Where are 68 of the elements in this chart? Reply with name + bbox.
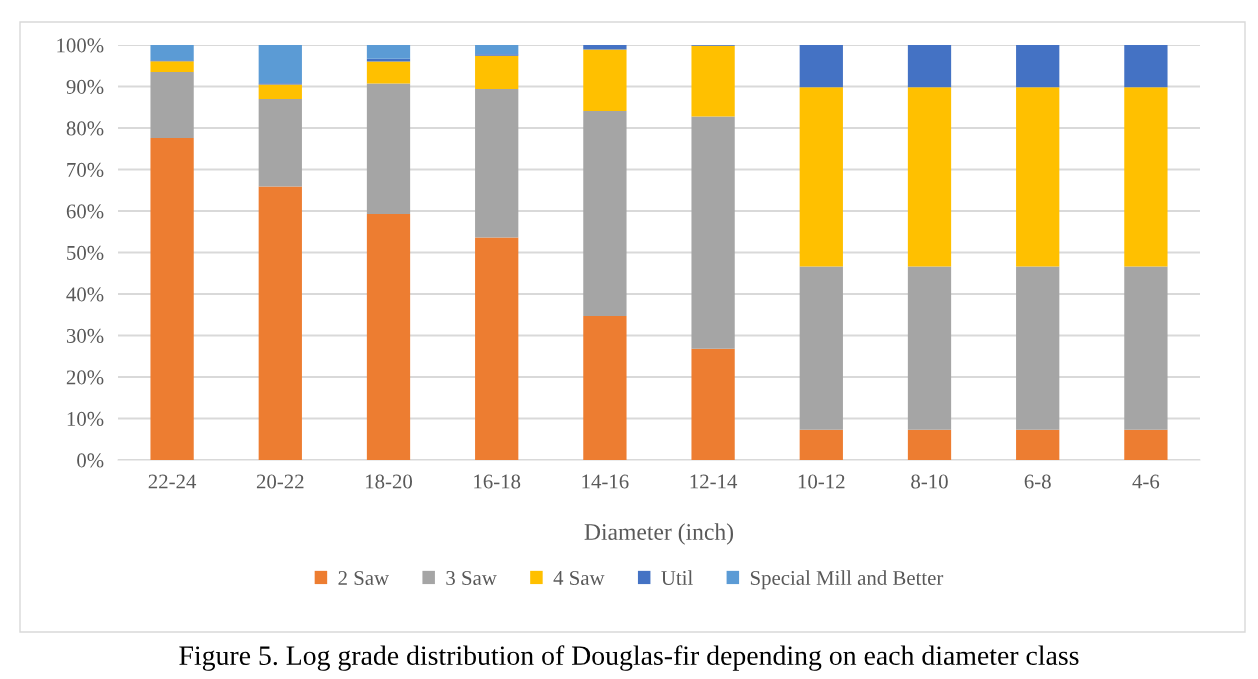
bar [583, 49, 627, 111]
caption: Figure 5. Log grade distribution of Douglas-fir depending on each diameter class [179, 645, 1079, 671]
bar [1016, 45, 1060, 88]
y-tick-label: 30% [66, 328, 104, 343]
x-tick-label: 8-10 [911, 474, 948, 489]
bar [150, 61, 194, 72]
bar [1124, 429, 1168, 460]
bar [1016, 266, 1060, 430]
bar [1016, 87, 1060, 267]
x-tick-label: 4-6 [1132, 474, 1160, 489]
bar [799, 429, 843, 460]
bar [1124, 266, 1168, 430]
bar [583, 110, 627, 316]
bar [366, 58, 411, 62]
bar [691, 348, 735, 460]
y-tick-label: 20% [66, 370, 104, 385]
x-tick-label: 18-20 [366, 474, 413, 489]
bar [799, 45, 843, 88]
y-tick-label: 60% [66, 204, 104, 219]
y-tick-label: 70% [67, 162, 104, 177]
bar [366, 83, 411, 214]
bar [475, 237, 519, 460]
y-tick-label: 100% [57, 38, 104, 53]
y-tick-label: 40% [66, 287, 104, 302]
legend-label: Util [661, 570, 693, 586]
bar [258, 186, 302, 460]
bar [366, 45, 411, 59]
bar [475, 55, 519, 89]
x-tick-label: 20-22 [256, 474, 304, 489]
bar [150, 137, 194, 460]
bar [691, 116, 735, 349]
bar [907, 87, 952, 267]
legend-label: 4 Saw [553, 571, 605, 586]
bar [907, 45, 952, 88]
bar [475, 88, 519, 238]
x-tick-label: 14-16 [582, 474, 629, 489]
bar [1124, 45, 1168, 88]
bar [366, 213, 411, 460]
y-tick-label: 50% [67, 245, 104, 260]
x-tick-label: 10-12 [798, 474, 845, 489]
bar [691, 45, 735, 117]
y-tick-label: 90% [66, 79, 104, 94]
bar [907, 266, 952, 430]
x-tick-label: 12-14 [690, 474, 738, 489]
bar [799, 266, 843, 430]
bar [799, 87, 843, 267]
bar [150, 45, 194, 61]
bar [258, 98, 302, 187]
bar [150, 71, 194, 138]
bar [475, 45, 519, 55]
bar [1016, 429, 1060, 460]
x-tick-label: 16-18 [474, 474, 521, 489]
bar [1124, 87, 1168, 267]
bar [907, 429, 952, 460]
y-tick-label: 80% [66, 121, 104, 136]
y-tick-label: 0% [77, 453, 104, 468]
x-tick-label: 22-24 [148, 474, 197, 489]
legend-label: Special Mill and Better [750, 570, 944, 590]
bar [258, 84, 302, 99]
x-axis-title: Diameter (inch) [584, 523, 734, 545]
bar [583, 45, 627, 50]
legend-label: 2 Saw [338, 571, 389, 586]
bar [258, 45, 302, 84]
legend-label: 3 Saw [446, 571, 497, 586]
bar [366, 61, 411, 84]
x-tick-label: 6-8 [1024, 474, 1051, 489]
y-tick-label: 10% [67, 411, 104, 426]
bar [583, 315, 627, 460]
